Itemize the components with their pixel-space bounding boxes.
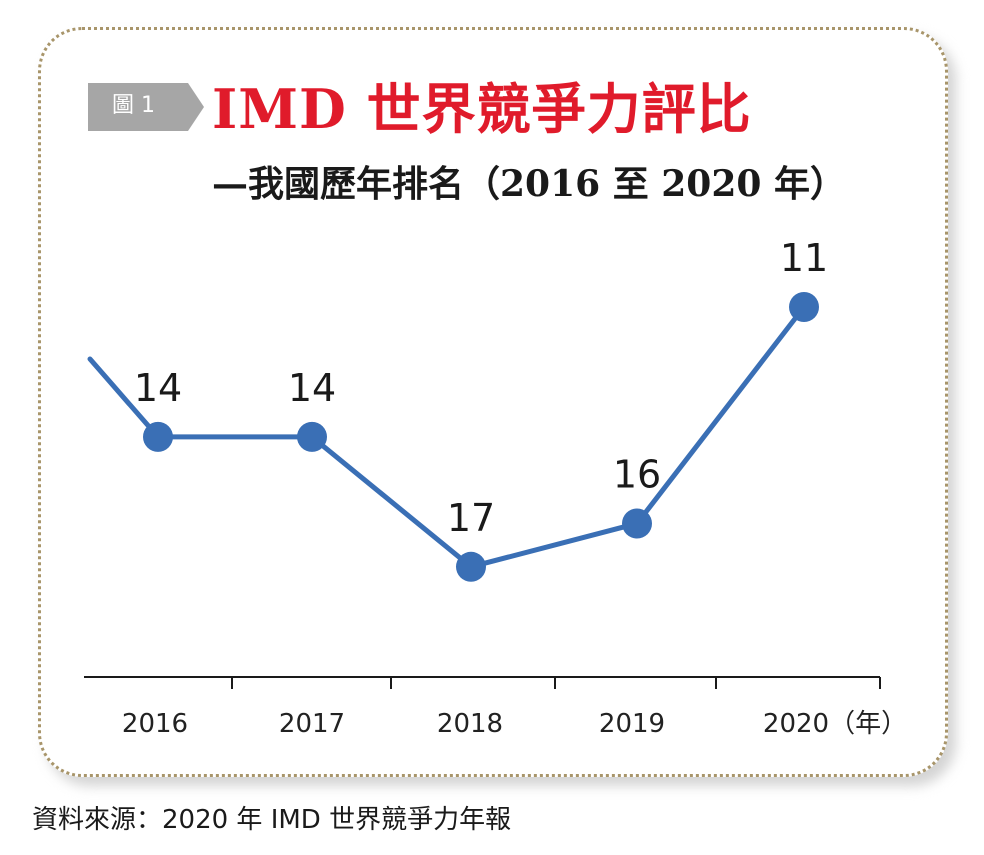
data-label: 11	[780, 236, 828, 280]
data-label: 16	[613, 453, 661, 497]
chart-subtitle: —我國歷年排名（2016 至 2020 年）	[212, 163, 846, 205]
data-point	[456, 551, 486, 582]
data-label: 14	[288, 366, 336, 410]
data-point	[622, 508, 652, 539]
x-tick-label: 2018	[437, 709, 503, 739]
chart-title: IMD 世界競爭力評比	[212, 77, 752, 141]
chart-card	[38, 27, 948, 777]
series-rank	[87, 292, 819, 582]
data-point	[789, 292, 819, 322]
series-line	[87, 304, 807, 570]
data-labels: 14 14 17 16 11	[134, 236, 828, 540]
x-tick-label: 2017	[279, 709, 345, 739]
figure-tag-badge	[88, 83, 204, 131]
tag-arrow-shape	[88, 83, 204, 131]
data-label: 17	[447, 496, 495, 540]
figure-tag-label: 圖 1	[112, 93, 155, 118]
data-point	[297, 421, 327, 452]
x-tick-label: 2020（年）	[763, 709, 907, 739]
data-label: 14	[134, 366, 182, 410]
x-tick-label: 2019	[599, 709, 665, 739]
data-point	[143, 421, 173, 452]
source-note: 資料來源：2020 年 IMD 世界競爭力年報	[32, 805, 512, 835]
x-tick-label: 2016	[122, 709, 188, 739]
x-axis: 2016 2017 2018 2019 2020（年）	[84, 676, 907, 739]
